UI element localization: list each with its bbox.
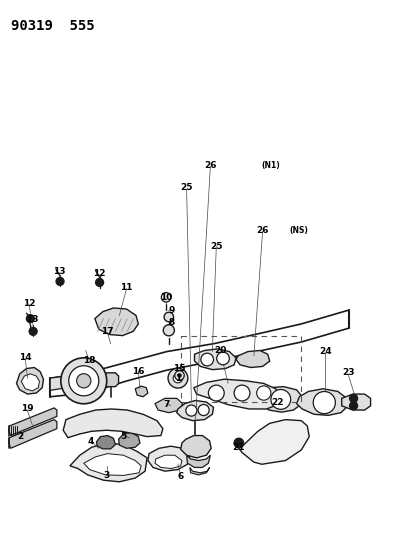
Polygon shape	[236, 351, 270, 368]
Circle shape	[61, 358, 107, 404]
Text: 25: 25	[210, 242, 223, 251]
Polygon shape	[50, 375, 106, 390]
Text: 25: 25	[180, 183, 193, 192]
Circle shape	[208, 385, 224, 401]
Polygon shape	[238, 419, 309, 464]
Text: 7: 7	[164, 400, 170, 409]
Polygon shape	[342, 394, 370, 410]
Text: 12: 12	[23, 299, 35, 308]
Polygon shape	[9, 408, 57, 435]
Text: 9: 9	[168, 306, 175, 315]
Polygon shape	[119, 432, 140, 448]
Circle shape	[256, 386, 271, 400]
Circle shape	[201, 353, 214, 366]
Text: 90319  555: 90319 555	[11, 19, 94, 33]
Text: 2: 2	[17, 432, 23, 441]
Polygon shape	[84, 454, 141, 475]
Circle shape	[168, 368, 188, 388]
Circle shape	[96, 278, 104, 286]
Polygon shape	[181, 435, 211, 458]
Polygon shape	[9, 419, 57, 448]
Text: 14: 14	[19, 353, 31, 362]
Circle shape	[186, 405, 197, 416]
Text: 26: 26	[256, 226, 269, 235]
Text: 6: 6	[177, 472, 184, 481]
Polygon shape	[195, 349, 236, 369]
Circle shape	[29, 327, 37, 335]
Circle shape	[234, 438, 244, 448]
Text: 16: 16	[132, 367, 145, 376]
Text: 26: 26	[204, 161, 217, 170]
Text: 15: 15	[173, 364, 186, 373]
Circle shape	[178, 374, 181, 377]
Circle shape	[77, 374, 91, 388]
Polygon shape	[177, 400, 214, 421]
Polygon shape	[95, 308, 139, 336]
Text: 24: 24	[319, 347, 331, 356]
Circle shape	[69, 366, 99, 396]
Text: (NS): (NS)	[289, 226, 308, 235]
Text: 10: 10	[160, 293, 172, 302]
Text: 11: 11	[120, 283, 133, 292]
Circle shape	[350, 394, 358, 402]
Text: 4: 4	[88, 438, 94, 447]
Circle shape	[56, 277, 64, 285]
Circle shape	[313, 392, 335, 414]
Polygon shape	[187, 455, 210, 467]
Text: 12: 12	[93, 270, 105, 278]
Circle shape	[198, 405, 209, 416]
Polygon shape	[148, 446, 190, 471]
Circle shape	[217, 352, 229, 365]
Circle shape	[163, 325, 174, 336]
Text: 22: 22	[272, 398, 284, 407]
Polygon shape	[135, 386, 148, 397]
Text: 17: 17	[101, 327, 114, 336]
Text: 13: 13	[53, 268, 66, 276]
Polygon shape	[104, 373, 119, 386]
Text: (N1): (N1)	[261, 161, 280, 170]
Polygon shape	[297, 389, 348, 415]
Text: 1: 1	[175, 374, 181, 383]
Polygon shape	[17, 368, 43, 394]
Polygon shape	[63, 409, 163, 438]
Polygon shape	[155, 455, 182, 469]
Polygon shape	[155, 398, 183, 413]
Text: 19: 19	[21, 405, 34, 414]
Text: 8: 8	[168, 318, 175, 327]
Polygon shape	[194, 379, 281, 409]
Text: 21: 21	[233, 443, 245, 452]
Circle shape	[234, 385, 250, 401]
Polygon shape	[96, 435, 116, 449]
Polygon shape	[190, 467, 210, 475]
Circle shape	[164, 312, 173, 322]
Text: 23: 23	[342, 368, 354, 377]
Circle shape	[173, 374, 183, 383]
Circle shape	[175, 371, 184, 380]
Polygon shape	[70, 443, 147, 482]
Text: 13: 13	[26, 315, 39, 324]
Text: 5: 5	[120, 432, 127, 441]
Polygon shape	[21, 374, 39, 391]
Circle shape	[271, 390, 291, 409]
Circle shape	[27, 314, 34, 322]
Circle shape	[161, 293, 171, 302]
Circle shape	[350, 402, 358, 410]
Text: 20: 20	[214, 346, 226, 355]
Text: 3: 3	[104, 471, 110, 480]
Text: 18: 18	[83, 356, 96, 365]
Polygon shape	[260, 386, 302, 412]
